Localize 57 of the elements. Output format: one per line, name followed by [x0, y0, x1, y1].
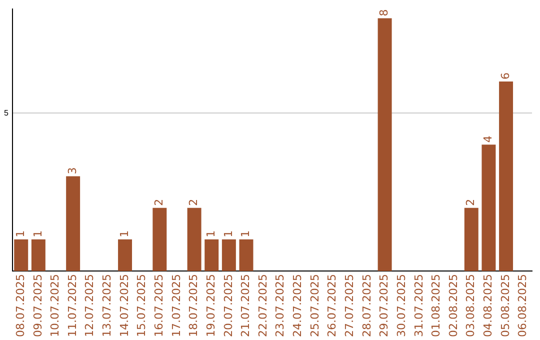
- x-tick-label: 10.07.2025: [48, 274, 62, 338]
- data-label: 1: [14, 230, 27, 238]
- bar: [152, 208, 167, 272]
- bar: [464, 208, 478, 272]
- x-tick-label: 08.07.2025: [14, 274, 27, 338]
- data-label: 2: [464, 198, 478, 206]
- x-tick-label: 16.07.2025: [152, 274, 166, 338]
- x-tick-label: 13.07.2025: [100, 274, 114, 338]
- bar: [482, 144, 496, 272]
- bar: [31, 239, 46, 272]
- x-tick-label: 03.08.2025: [464, 274, 478, 338]
- x-tick-label: 25.07.2025: [308, 274, 322, 338]
- data-label: 1: [222, 230, 235, 238]
- x-tick-label: 22.07.2025: [256, 274, 270, 338]
- x-tick-label: 05.08.2025: [498, 274, 512, 338]
- x-tick-label: 04.08.2025: [482, 274, 495, 338]
- x-tick-label: 12.07.2025: [83, 274, 96, 338]
- bar: [204, 239, 219, 272]
- bar: [187, 208, 202, 272]
- data-label: 1: [31, 230, 44, 238]
- x-tick-label: 26.07.2025: [326, 274, 339, 338]
- x-tick-label: 27.07.2025: [343, 274, 356, 338]
- data-label: 6: [498, 72, 512, 80]
- data-label: 1: [239, 230, 252, 238]
- data-label: 1: [118, 230, 131, 238]
- bar: [66, 176, 80, 272]
- x-tick-label: 01.08.2025: [430, 274, 443, 338]
- x-tick-label: 06.08.2025: [516, 274, 530, 338]
- x-tick-label: 17.07.2025: [170, 274, 183, 338]
- y-tick-label: 5: [4, 108, 9, 118]
- bar: [118, 239, 132, 272]
- data-label: 8: [378, 9, 391, 16]
- x-tick-label: 15.07.2025: [135, 274, 148, 338]
- x-tick-label: 29.07.2025: [378, 274, 391, 338]
- x-tick-label: 14.07.2025: [118, 274, 131, 338]
- data-label: 1: [204, 230, 218, 238]
- data-label: 4: [482, 136, 495, 143]
- x-tick-label: 18.07.2025: [187, 274, 200, 338]
- x-tick-label: 30.07.2025: [394, 274, 408, 338]
- data-label: 3: [66, 167, 79, 174]
- x-tick-label: 23.07.2025: [274, 274, 287, 338]
- bar: [14, 239, 28, 272]
- data-label: 2: [152, 198, 166, 206]
- x-tick-label: 24.07.2025: [291, 274, 304, 338]
- x-tick-label: 02.08.2025: [446, 274, 460, 338]
- x-tick-label: 11.07.2025: [66, 274, 79, 338]
- data-label: 2: [187, 198, 200, 206]
- bar: [222, 239, 236, 272]
- x-tick-label: 19.07.2025: [204, 274, 218, 338]
- bar: [499, 81, 514, 272]
- x-tick-label: 28.07.2025: [360, 274, 374, 338]
- x-tick-label: 20.07.2025: [222, 274, 235, 338]
- x-tick-label: 21.07.2025: [239, 274, 252, 338]
- bar: [239, 239, 254, 272]
- bar: [378, 18, 392, 272]
- x-tick-label: 09.07.2025: [31, 274, 44, 338]
- x-tick-label: 31.07.2025: [412, 274, 426, 338]
